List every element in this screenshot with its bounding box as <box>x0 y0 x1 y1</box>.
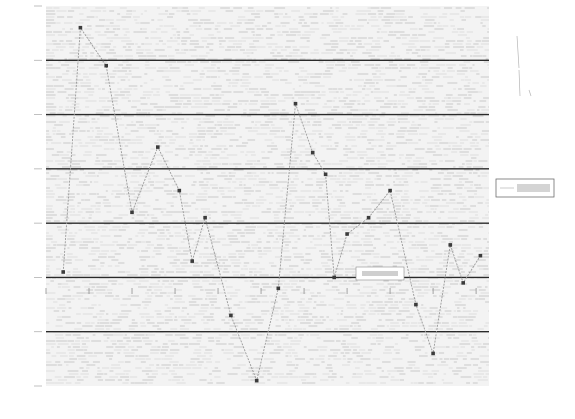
data-point <box>431 351 435 356</box>
annotation <box>355 266 405 281</box>
y-tick-labels <box>34 5 42 387</box>
data-point <box>478 253 483 258</box>
data-point <box>203 215 207 220</box>
data-point <box>177 188 182 193</box>
data-point <box>461 281 465 285</box>
data-point <box>332 275 336 280</box>
right-margin-marks <box>516 35 532 97</box>
data-point <box>345 232 349 236</box>
annotation-text-blur <box>362 271 398 276</box>
data-point <box>414 302 418 307</box>
x-tick-labels <box>45 288 477 294</box>
data-point <box>276 286 281 291</box>
legend-text-blur <box>517 184 550 192</box>
plot-area <box>46 6 489 386</box>
data-point <box>130 210 134 215</box>
data-point <box>448 243 453 247</box>
data-point <box>323 172 328 177</box>
data-point <box>254 378 259 383</box>
grid-lines <box>46 59 489 333</box>
data-point <box>310 150 315 155</box>
data-point <box>190 259 194 263</box>
margin-mark-3 <box>528 89 532 97</box>
data-point <box>293 101 298 106</box>
data-points <box>61 25 483 383</box>
margin-mark-1 <box>516 35 520 69</box>
data-point <box>366 215 371 220</box>
data-point <box>78 25 83 30</box>
data-point <box>156 145 160 149</box>
margin-mark-2 <box>518 69 521 97</box>
data-point <box>104 63 108 68</box>
data-point <box>229 313 233 318</box>
plot-background <box>46 6 489 386</box>
legend <box>495 178 555 198</box>
data-point <box>61 270 65 274</box>
data-point <box>388 188 392 193</box>
